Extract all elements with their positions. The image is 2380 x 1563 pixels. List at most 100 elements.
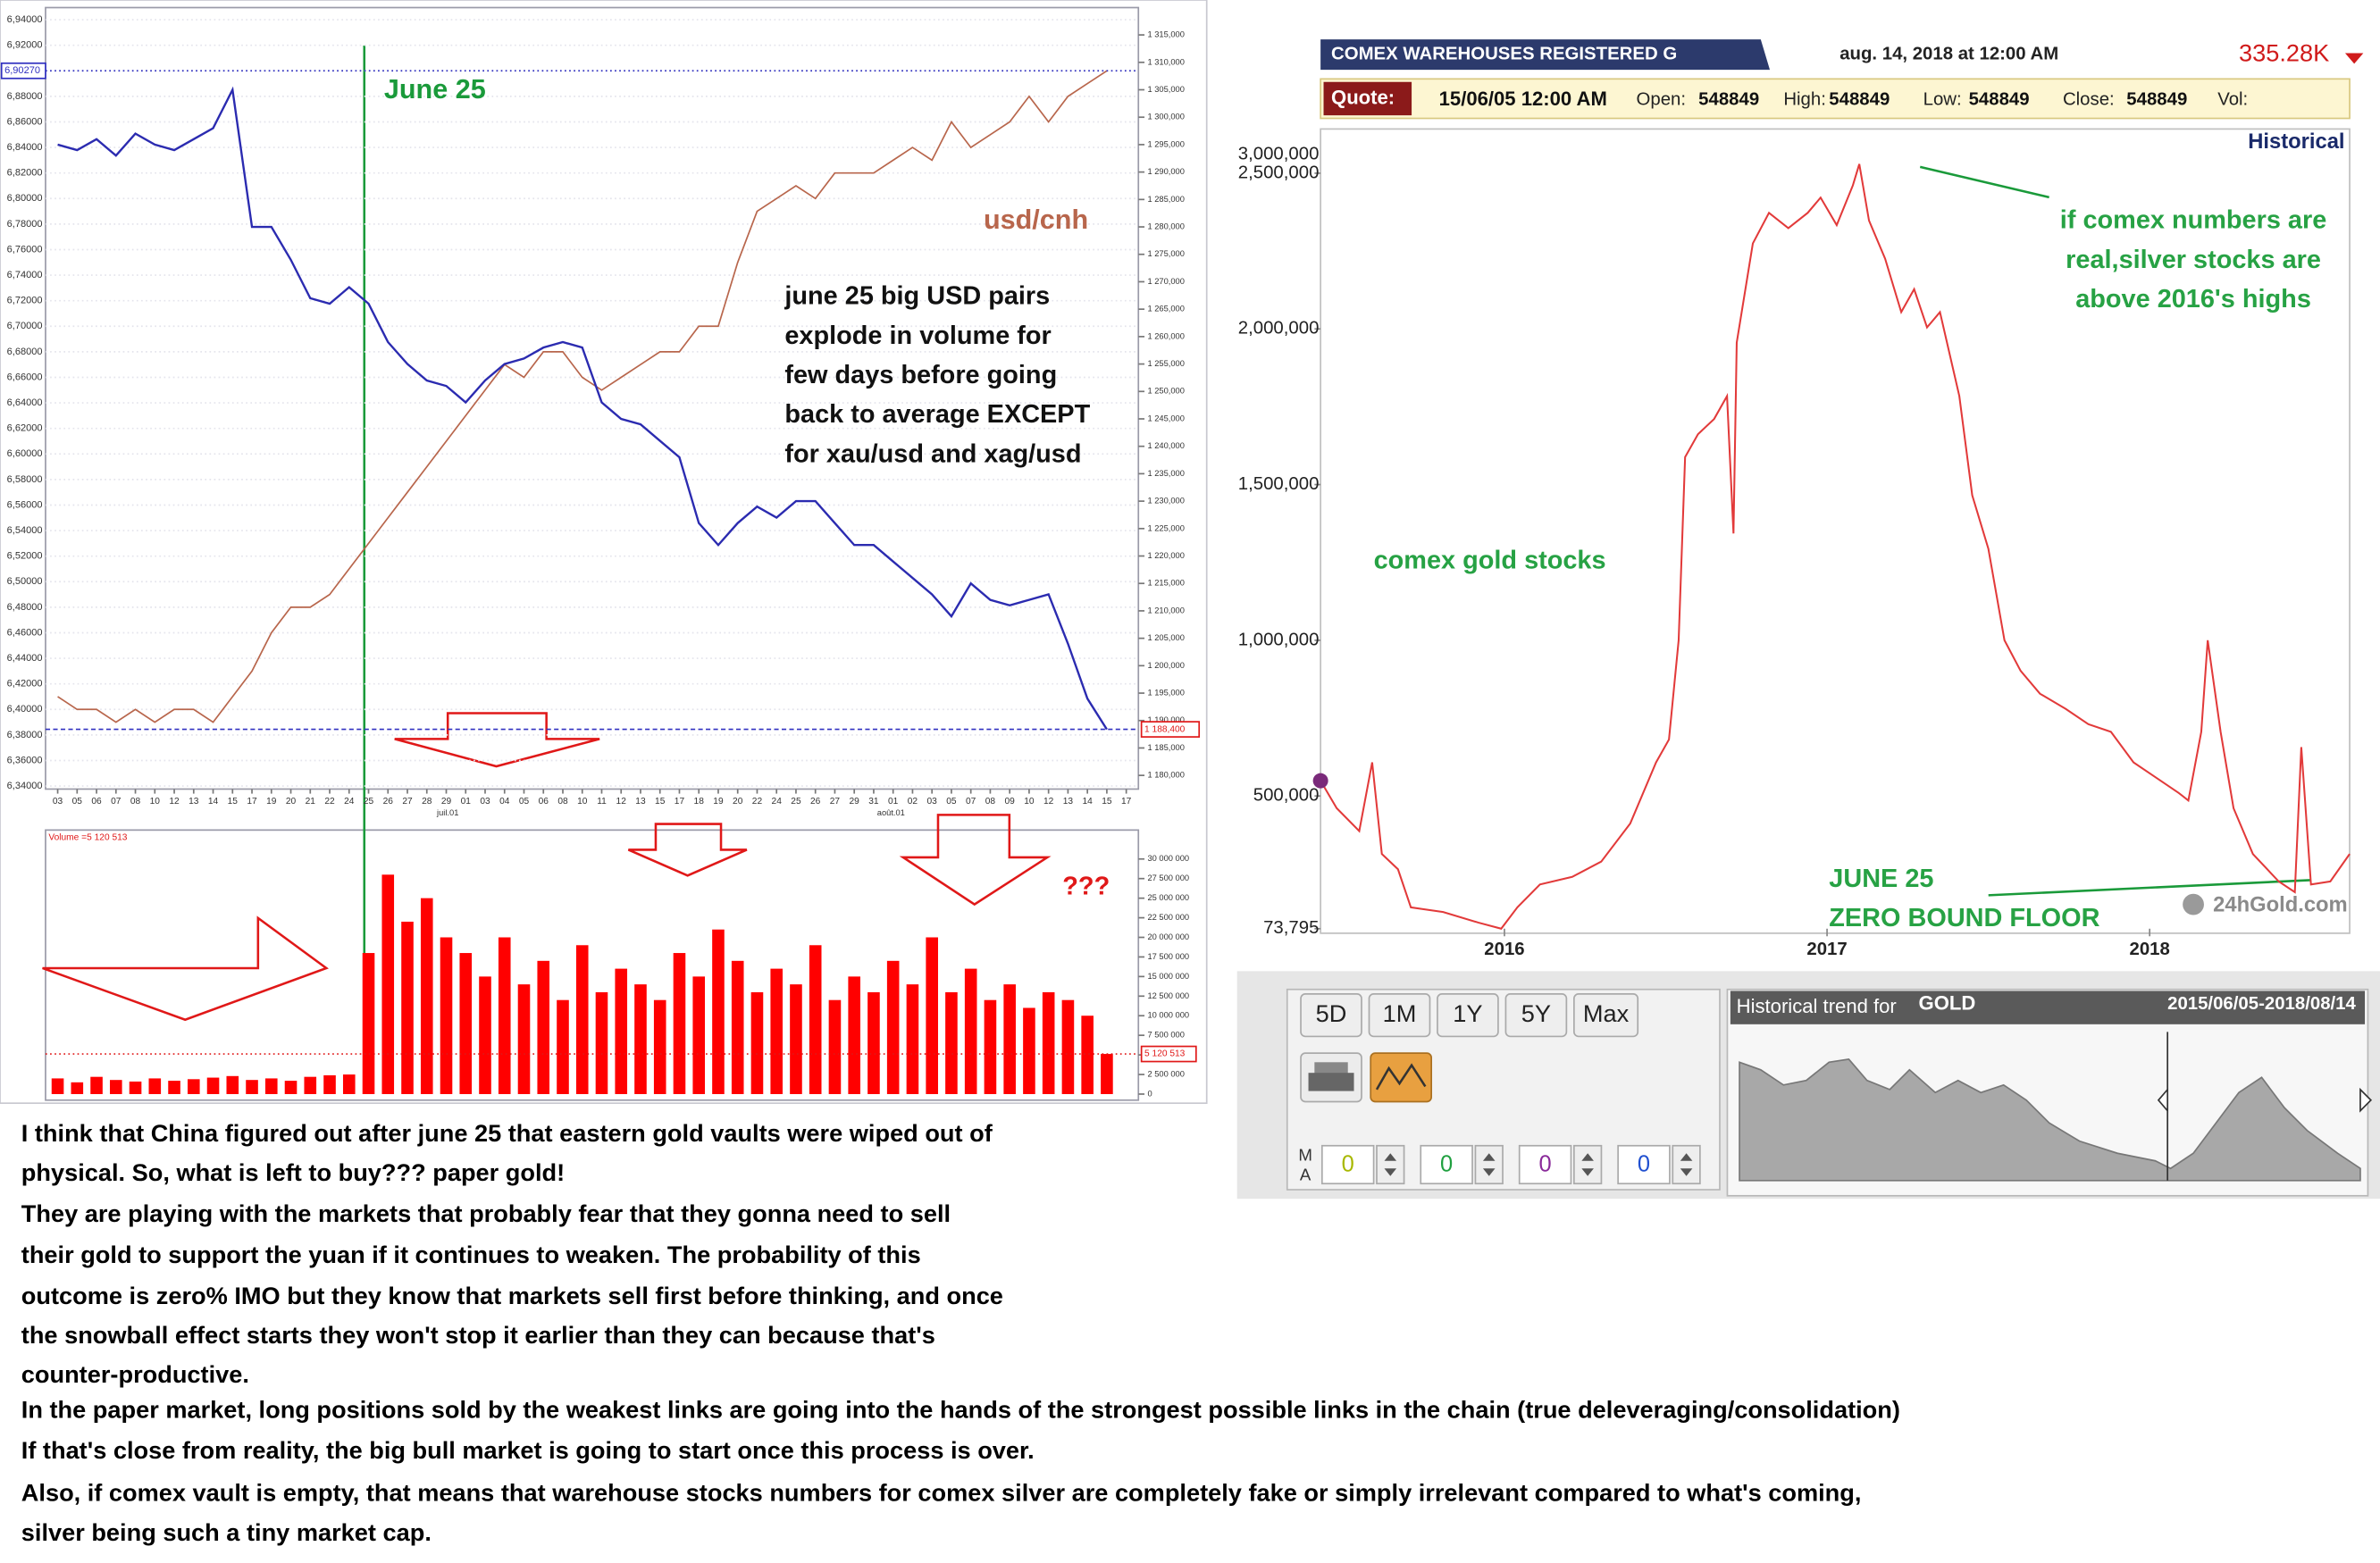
quote-date: 15/06/05 12:00 AM <box>1439 88 1607 110</box>
y2-tick-label: 1 285,000 <box>1147 195 1185 204</box>
bar <box>284 1081 298 1094</box>
line <box>1320 163 2351 930</box>
y-tick-label: 73,795 <box>1263 918 1319 938</box>
x-tick-label: 24 <box>772 797 783 807</box>
y-tick-label: 6,34000 <box>7 781 43 791</box>
x-tick-label: 27 <box>830 797 841 807</box>
bar <box>90 1076 103 1094</box>
y-tick-label: 6,72000 <box>7 296 43 306</box>
range-button[interactable] <box>1504 992 1568 1038</box>
arrow <box>899 814 1052 907</box>
quote-field-value: 548849 <box>2126 90 2187 110</box>
range-button[interactable] <box>1368 992 1431 1038</box>
bar <box>615 968 628 1094</box>
bar <box>770 968 784 1094</box>
ma-input[interactable] <box>1320 1144 1375 1185</box>
y2-tick-label: 1 195,000 <box>1147 689 1185 698</box>
last-value-label: 6,90270 <box>4 65 40 76</box>
y2-tick-label: 1 260,000 <box>1147 331 1185 340</box>
annotation: explode in volume for <box>784 322 1051 350</box>
trend-handle-right[interactable] <box>2359 1087 2373 1113</box>
y-tick-label: 6,76000 <box>7 244 43 255</box>
y2-tick-label: 1 210,000 <box>1147 606 1185 614</box>
x-tick-label: 19 <box>713 797 724 807</box>
annotation: above 2016's highs <box>2075 285 2311 313</box>
quote-field-label: Open: <box>1637 90 1687 110</box>
x-tick-label: 06 <box>539 797 549 807</box>
ma-spinner[interactable] <box>1573 1144 1603 1185</box>
trend-handle-left[interactable] <box>2157 1087 2169 1113</box>
bar <box>1101 1054 1113 1094</box>
y-tick-label: 6,94000 <box>7 14 43 25</box>
bar <box>226 1075 239 1094</box>
ma-spinner[interactable] <box>1672 1144 1701 1185</box>
y-tick-label: 6,54000 <box>7 525 43 536</box>
y-tick-label: 10 000 000 <box>1147 1011 1189 1020</box>
y-tick-label: 27 500 000 <box>1147 873 1189 882</box>
ma-input[interactable] <box>1617 1144 1671 1185</box>
y2-tick-label: 1 300,000 <box>1147 113 1185 121</box>
x-tick-label: 29 <box>441 797 452 807</box>
x-tick-label: 12 <box>616 797 627 807</box>
y-tick-label: 6,82000 <box>7 168 43 179</box>
title-tab <box>1320 39 1771 71</box>
y-tick-label: 6,74000 <box>7 270 43 280</box>
y-tick-label: 6,44000 <box>7 653 43 664</box>
pointer-line <box>1919 165 2049 199</box>
bar <box>110 1080 122 1094</box>
y2-tick-label: 1 225,000 <box>1147 523 1185 532</box>
ma-spinner[interactable] <box>1376 1144 1405 1185</box>
y2-tick-label: 1 270,000 <box>1147 277 1185 286</box>
y-tick-label: 2 500 000 <box>1147 1070 1185 1079</box>
paragraph-line: I think that China figured out after jun… <box>21 1119 993 1147</box>
bar <box>304 1076 317 1094</box>
x-tick-label: 06 <box>91 797 102 807</box>
range-button[interactable] <box>1300 992 1362 1038</box>
bar <box>498 937 511 1094</box>
paragraph-line: Also, if comex vault is empty, that mean… <box>21 1479 1862 1507</box>
x-tick-label: 10 <box>1024 797 1035 807</box>
series-label: usd/cnh <box>984 205 1088 235</box>
annotation: June 25 <box>384 74 486 104</box>
bar <box>479 976 491 1094</box>
bar <box>264 1078 278 1094</box>
ma-spinner[interactable] <box>1474 1144 1504 1185</box>
bar <box>712 929 725 1094</box>
x-tick-label: 31 <box>868 797 879 807</box>
y2-tick-label: 1 205,000 <box>1147 633 1185 642</box>
arrow <box>627 823 748 877</box>
x-tick-label: 13 <box>635 797 646 807</box>
quote-field-label: Low: <box>1923 90 1962 110</box>
chart-type-button[interactable] <box>1370 1052 1433 1103</box>
y-tick-label: 6,60000 <box>7 448 43 459</box>
paragraph-line: their gold to support the yuan if it con… <box>21 1241 921 1268</box>
y2-tick-label: 1 220,000 <box>1147 551 1185 560</box>
y-tick-label: 6,46000 <box>7 627 43 638</box>
price-plot-frame <box>45 6 1140 790</box>
range-button-label: 5D <box>1316 999 1347 1027</box>
last-value-label: 5 120 513 <box>1144 1049 1186 1059</box>
x-tick-label: 01 <box>461 797 472 807</box>
month-label: août.01 <box>877 808 905 817</box>
y2-tick-label: 1 240,000 <box>1147 441 1185 450</box>
range-button[interactable] <box>1573 992 1639 1038</box>
x-tick-label: 15 <box>228 797 239 807</box>
y2-tick-label: 1 190,000 <box>1147 715 1185 724</box>
comex-plot-frame <box>1320 128 2351 934</box>
spinner-down <box>1581 1168 1594 1176</box>
ma-input[interactable] <box>1518 1144 1572 1185</box>
bar <box>206 1077 220 1094</box>
bar <box>828 999 842 1094</box>
annotation: for xau/usd and xag/usd <box>784 439 1081 468</box>
bar <box>906 984 919 1094</box>
x-tick-label: 11 <box>597 797 607 807</box>
y-tick-label: 6,78000 <box>7 219 43 230</box>
quote-field-value: 548849 <box>1969 90 2030 110</box>
y-tick-label: 3,000,000 <box>1238 145 1320 164</box>
ma-input[interactable] <box>1420 1144 1473 1185</box>
y-tick-label: 30 000 000 <box>1147 854 1189 863</box>
x-tick-label: 17 <box>247 797 257 807</box>
range-button[interactable] <box>1437 992 1499 1038</box>
y-tick-label: 6,84000 <box>7 142 43 153</box>
